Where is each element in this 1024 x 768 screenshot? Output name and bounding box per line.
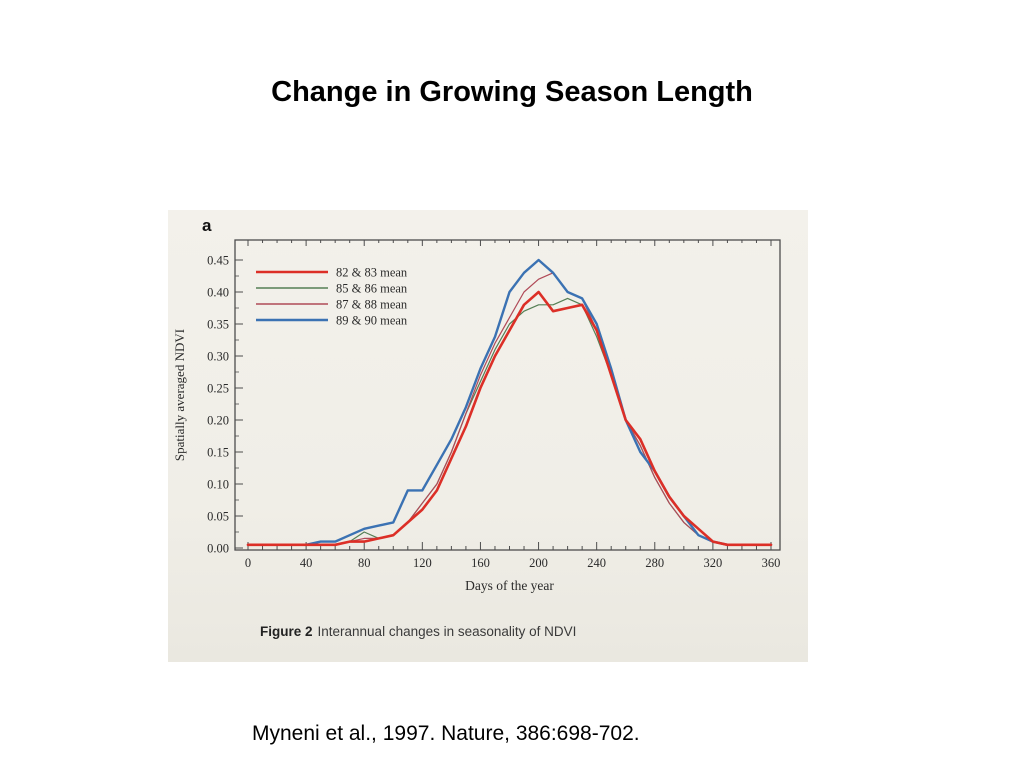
y-tick-label: 0.15 [207,446,229,460]
x-tick-label: 320 [704,556,723,570]
y-axis: 0.00 0.05 0.10 0.15 0.20 0.25 0.30 0.35 0.40 0.45… [172,254,243,556]
x-tick-label: 40 [300,556,313,570]
y-tick-label: 0.20 [207,414,229,428]
y-tick-label: 0.45 [207,254,229,268]
ndvi-chart: 0 40 80 120 160 200 240 280 320 360 Days of the ye… [172,239,781,593]
y-tick-label: 0.40 [207,286,229,300]
y-tick-label: 0.35 [207,318,229,332]
y-tick-label: 0.05 [207,510,229,524]
panel-label: a [202,216,212,235]
legend-label: 82 & 83 mean [336,266,408,280]
x-tick-label: 200 [529,556,548,570]
x-tick-label: 120 [413,556,432,570]
series-line [247,272,772,546]
figure-caption-text: Interannual changes in seasonality of ND… [317,624,577,639]
x-tick-label: 280 [645,556,664,570]
y-tick-label: 0.10 [207,478,229,492]
y-tick-label: 0.30 [207,350,229,364]
y-tick-label: 0.00 [207,542,229,556]
x-axis-title: Days of the year [465,578,554,593]
series-line [246,290,773,547]
x-tick-label: 240 [587,556,606,570]
legend-label: 89 & 90 mean [336,314,408,328]
figure-caption: Figure 2 Interannual changes in seasonali… [260,624,576,639]
legend-label: 87 & 88 mean [336,298,408,312]
figure-caption-label: Figure 2 [260,624,313,639]
x-tick-label: 0 [245,556,251,570]
citation: Myneni et al., 1997. Nature, 386:698-702… [252,722,640,745]
figure-2: a 0 40 80 120 160 200 240 280 320 360 Days of the … [168,210,808,662]
plot-frame [234,239,781,551]
x-tick-label: 360 [762,556,781,570]
series-line [246,258,773,546]
x-tick-label: 80 [358,556,371,570]
series-line [247,297,772,546]
legend: 82 & 83 mean 85 & 86 mean 87 & 88 mean 89 &… [256,266,408,328]
x-tick-label: 160 [471,556,490,570]
legend-label: 85 & 86 mean [336,282,408,296]
y-tick-label: 0.25 [207,382,229,396]
y-axis-title: Spatially averaged NDVI [172,329,187,461]
x-axis: 0 40 80 120 160 200 240 280 320 360 Days of the ye… [245,240,781,593]
slide-title: Change in Growing Season Length [271,76,753,108]
series-lines [246,258,773,547]
